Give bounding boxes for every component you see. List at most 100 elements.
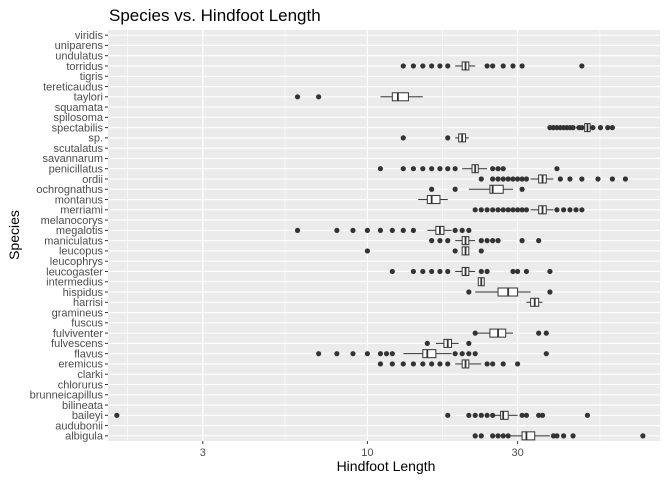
outlier-point (364, 227, 370, 233)
outlier-point (334, 227, 340, 233)
outlier-point (478, 238, 484, 244)
outlier-point (543, 351, 549, 357)
outlier-point (484, 412, 490, 418)
outlier-point (495, 176, 501, 182)
outlier-point (515, 268, 521, 275)
outlier-point (490, 238, 496, 244)
outlier-point (466, 227, 472, 233)
outlier-point (459, 351, 465, 357)
outlier-point (519, 63, 525, 69)
box-ochrognathus (489, 184, 504, 194)
outlier-point (490, 207, 496, 213)
outlier-point (570, 433, 576, 439)
outlier-point (294, 227, 301, 233)
outlier-point (294, 94, 301, 100)
outlier-point (490, 412, 496, 418)
outlier-point (429, 186, 435, 192)
outlier-point (554, 207, 560, 213)
outlier-point (466, 351, 472, 357)
outlier-point (478, 268, 484, 275)
outlier-point (495, 207, 501, 213)
y-tick-label: maniculatus (44, 235, 103, 247)
outlier-point (437, 268, 443, 275)
y-tick-label: merriami (60, 205, 103, 217)
outlier-point (445, 268, 451, 275)
outlier-point (519, 176, 525, 182)
outlier-point (523, 412, 530, 418)
chart-title: Species vs. Hindfoot Length (109, 6, 321, 25)
outlier-point (437, 238, 443, 244)
outlier-point (472, 351, 478, 357)
y-tick-label: torridus (66, 61, 103, 73)
outlier-point (410, 63, 416, 69)
outlier-point (490, 176, 496, 182)
y-tick-label: gramineus (52, 307, 104, 319)
outlier-point (484, 268, 490, 275)
outlier-point (554, 166, 560, 172)
outlier-point (500, 207, 506, 213)
outlier-point (429, 238, 435, 244)
outlier-point (478, 207, 484, 213)
outlier-point (445, 166, 451, 172)
box-albigula (521, 431, 536, 441)
outlier-point (400, 166, 406, 172)
y-tick-label: audubonii (55, 420, 103, 432)
plot-panel: albigulaauduboniibaileyibilineatabrunnei… (30, 30, 660, 459)
outlier-point (570, 125, 576, 131)
outlier-point (452, 227, 458, 233)
outlier-point (466, 340, 472, 346)
y-tick-label: spectabilis (52, 122, 104, 134)
y-tick-label: spilosoma (53, 112, 103, 124)
outlier-point (495, 166, 501, 172)
outlier-point (410, 268, 416, 275)
outlier-point (452, 186, 458, 192)
outlier-point (640, 433, 646, 439)
outlier-point (547, 268, 553, 275)
outlier-point (536, 412, 542, 418)
outlier-point (622, 176, 629, 182)
outlier-point (490, 63, 496, 69)
outlier-point (505, 433, 511, 439)
y-tick-label: eremicus (58, 359, 103, 371)
outlier-point (519, 186, 525, 192)
y-tick-label: undulatus (55, 50, 103, 62)
outlier-point (437, 361, 443, 367)
outlier-point (484, 238, 490, 244)
y-tick-label: baileyi (72, 410, 103, 422)
y-tick-label: fulviventer (53, 328, 103, 340)
y-tick-label: fulvescens (51, 338, 103, 350)
y-tick-label: ordii (82, 174, 103, 186)
outlier-point (510, 268, 516, 275)
outlier-point (500, 176, 506, 182)
outlier-point (523, 268, 530, 275)
outlier-point (515, 361, 521, 367)
y-tick-label: bilineata (62, 400, 104, 412)
outlier-point (609, 176, 615, 182)
outlier-point (567, 207, 573, 213)
outlier-point (437, 166, 443, 172)
outlier-point (484, 361, 490, 367)
outlier-point (584, 412, 591, 418)
box-flavus (422, 349, 437, 359)
outlier-point (452, 351, 458, 357)
outlier-point (490, 166, 496, 172)
outlier-point (445, 135, 451, 141)
y-tick-label: taylori (74, 92, 103, 104)
outlier-point (429, 63, 435, 69)
outlier-point (472, 412, 478, 418)
outlier-point (561, 433, 567, 439)
outlier-point (437, 63, 443, 69)
outlier-point (466, 412, 472, 418)
outlier-point (377, 166, 384, 172)
outlier-point (579, 176, 585, 182)
y-tick-label: tereticaudus (43, 81, 103, 93)
outlier-point (484, 63, 490, 69)
y-tick-label: viridis (75, 30, 104, 42)
y-tick-label: hispidus (63, 287, 104, 299)
x-tick-label: 3 (200, 447, 206, 459)
outlier-point (472, 330, 478, 336)
outlier-point (445, 238, 451, 244)
outlier-point (523, 207, 530, 213)
outlier-point (114, 412, 120, 418)
